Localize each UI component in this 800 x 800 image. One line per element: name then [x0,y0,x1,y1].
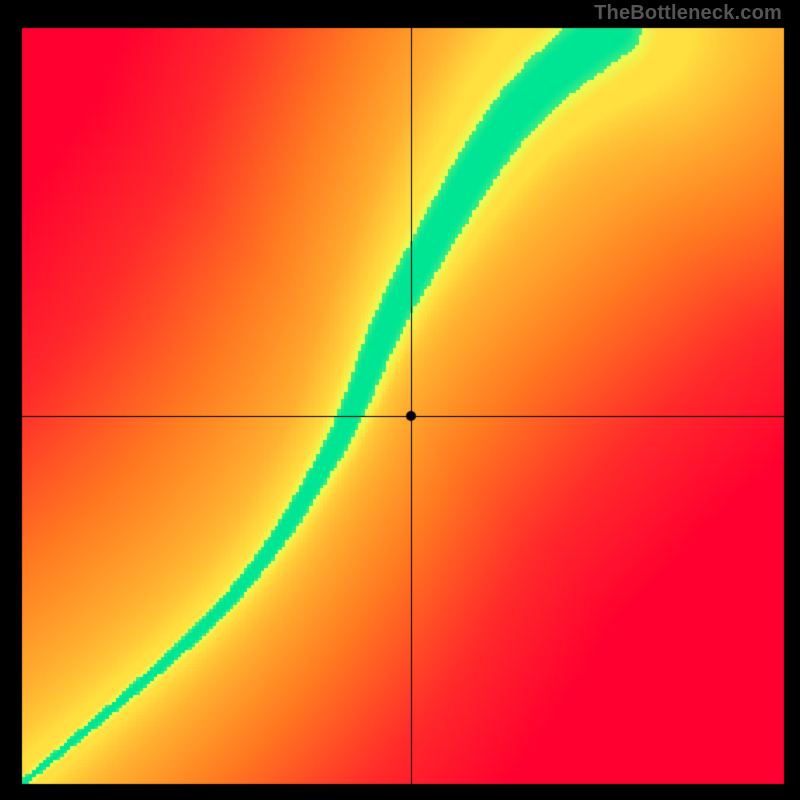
bottleneck-heatmap [0,0,800,800]
watermark-text: TheBottleneck.com [594,2,782,25]
chart-container: TheBottleneck.com [0,0,800,800]
